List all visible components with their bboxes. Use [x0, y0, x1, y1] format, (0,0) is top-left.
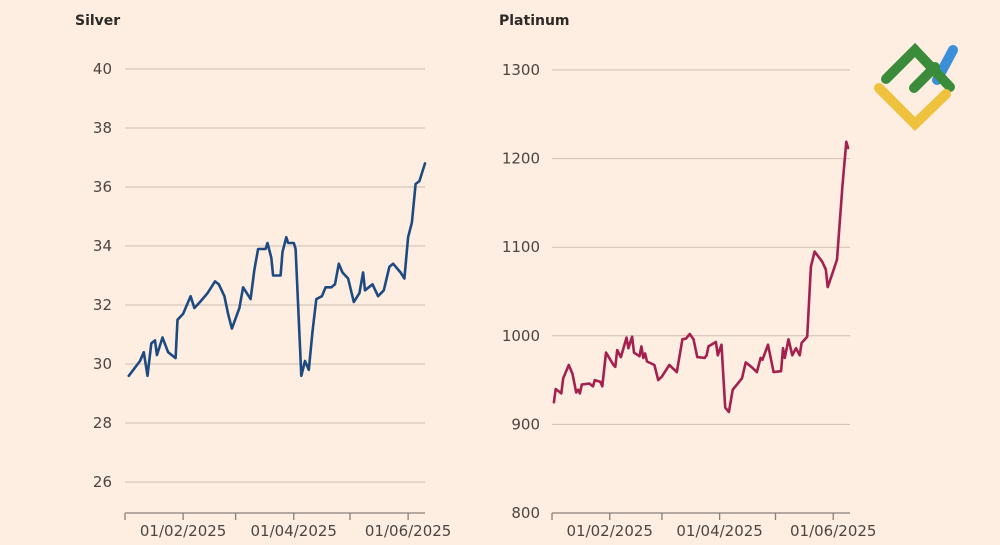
- silver-y-tick-label: 30: [93, 355, 112, 373]
- silver-chart: 26 28 30 32 34 36 38 40 01/02/2025 01/04/2025 01/0…: [93, 60, 451, 540]
- silver-chart-title: Silver: [75, 13, 120, 29]
- platinum-x-tick-label: 01/04/2025: [676, 522, 762, 540]
- platinum-y-tick-label: 1300: [502, 61, 540, 79]
- platinum-y-tick-label: 1200: [502, 150, 540, 168]
- silver-price-line: [127, 162, 427, 378]
- platinum-x-tick-label: 01/02/2025: [567, 522, 653, 540]
- silver-x-tick-label: 01/02/2025: [140, 522, 226, 540]
- silver-y-tick-label: 40: [93, 60, 112, 78]
- platinum-chart-title: Platinum: [499, 13, 570, 29]
- silver-y-tick-label: 38: [93, 119, 112, 137]
- silver-y-tick-label: 34: [93, 237, 112, 255]
- platinum-x-tick-label: 01/06/2025: [790, 522, 876, 540]
- silver-x-tick-label: 01/06/2025: [365, 522, 451, 540]
- platinum-y-tick-label: 900: [511, 415, 540, 433]
- silver-y-tick-label: 26: [93, 473, 112, 491]
- platinum-price-line: [552, 140, 850, 414]
- silver-y-tick-label: 28: [93, 414, 112, 432]
- platinum-y-tick-label: 1100: [502, 238, 540, 256]
- silver-y-tick-label: 36: [93, 178, 112, 196]
- platinum-chart: 800 900 1000 1100 1200 1300 01/02/2025 01/04/20…: [502, 61, 877, 540]
- silver-y-tick-label: 32: [93, 296, 112, 314]
- platinum-y-tick-label: 1000: [502, 327, 540, 345]
- platinum-y-tick-label: 800: [511, 504, 540, 522]
- brand-logo-icon: [874, 42, 958, 132]
- silver-x-tick-label: 01/04/2025: [251, 522, 337, 540]
